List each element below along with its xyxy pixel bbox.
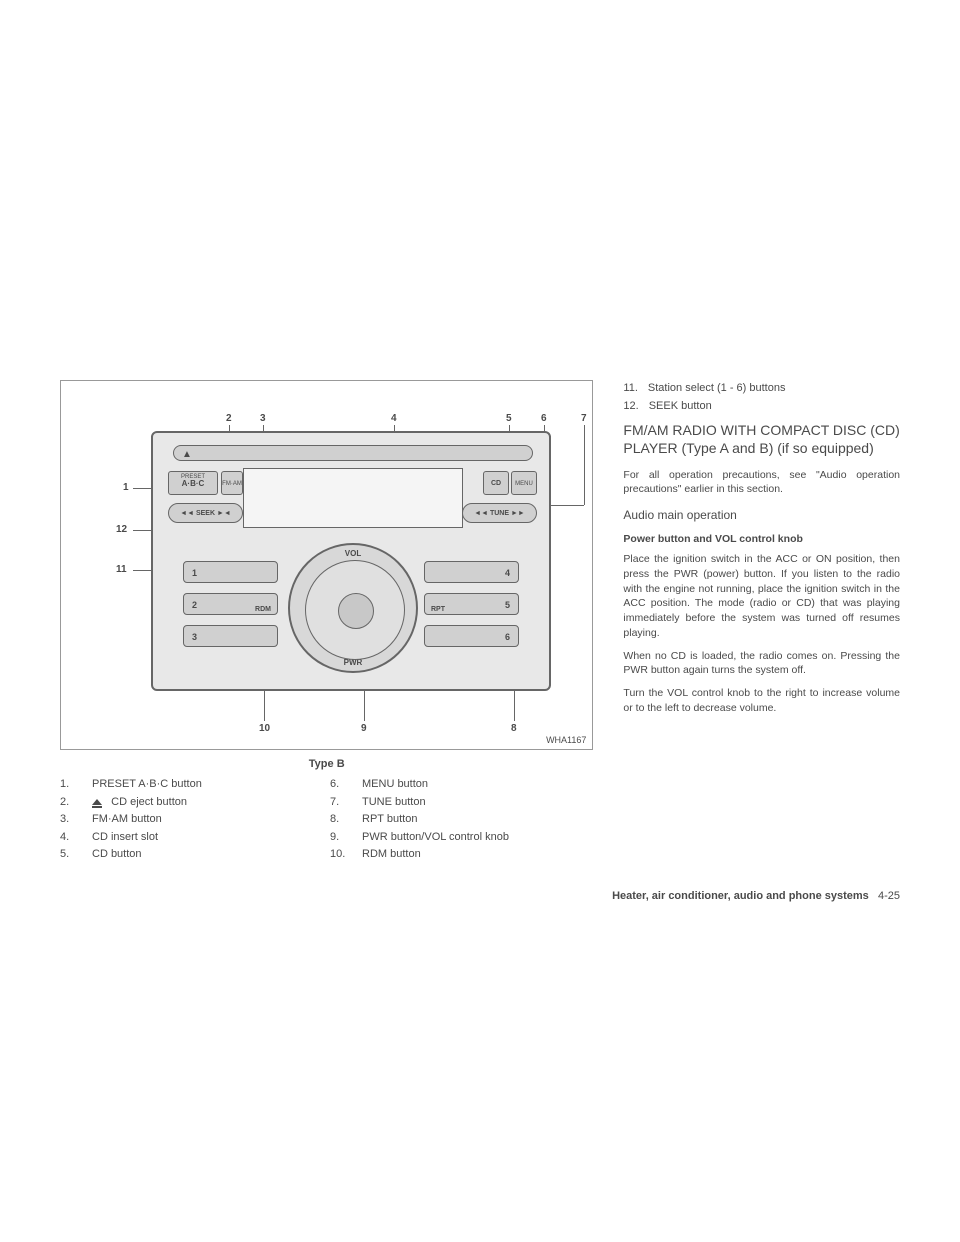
eject-icon: ▲: [182, 449, 192, 460]
preset-4: 4: [424, 561, 519, 583]
tune-button: ◄◄ TUNE ►►: [462, 503, 537, 523]
legend-item-11: 11.Station select (1 - 6) buttons: [623, 380, 900, 398]
eject-icon: [92, 799, 102, 805]
vol-knob: VOL PWR: [288, 543, 418, 673]
preset-5: RPT5: [424, 593, 519, 615]
display-area: [243, 468, 463, 528]
section-heading: FM/AM RADIO WITH COMPACT DISC (CD) PLAYE…: [623, 421, 900, 457]
legend-item-9: 9.PWR button/VOL control knob: [330, 829, 580, 847]
rpt-label: RPT: [431, 599, 445, 621]
callout-8: 8: [511, 723, 517, 734]
preset-abc-button: PRESET A·B·C: [168, 471, 218, 495]
radio-body: ▲ PRESET A·B·C FM·AM CD MENU ◄◄ SEEK ►◄ …: [151, 431, 551, 691]
legend-item-5: 5.CD button: [60, 846, 310, 864]
legend-item-2: 2. CD eject button: [60, 794, 310, 812]
callout-2: 2: [226, 413, 232, 424]
legend-item-10: 10.RDM button: [330, 846, 580, 864]
cd-button: CD: [483, 471, 509, 495]
cd-slot-bar: ▲: [173, 445, 533, 461]
legend-item-8: 8.RPT button: [330, 811, 580, 829]
legend-item-7: 7.TUNE button: [330, 794, 580, 812]
legend-item-12: 12.SEEK button: [623, 398, 900, 416]
page-content: 2 3 4 5 6 7 1 12 11 10 9 8: [0, 0, 960, 924]
callout-4: 4: [391, 413, 397, 424]
callout-10: 10: [259, 723, 270, 734]
footer-section: Heater, air conditioner, audio and phone…: [612, 890, 869, 902]
seek-button: ◄◄ SEEK ►◄: [168, 503, 243, 523]
callout-11: 11: [116, 564, 127, 575]
legend-col-1: 1.PRESET A·B·C button 2. CD eject button…: [60, 776, 310, 864]
knob-mid: [305, 560, 405, 660]
body-para-2: Place the ignition switch in the ACC or …: [623, 552, 900, 640]
bold-label: Power button and VOL control knob: [623, 532, 900, 547]
rdm-label: RDM: [255, 599, 271, 621]
body-para-1: For all operation precautions, see "Audi…: [623, 468, 900, 497]
leader: [584, 425, 585, 505]
preset-3: 3: [183, 625, 278, 647]
callout-3: 3: [260, 413, 266, 424]
figure-code: WHA1167: [546, 735, 586, 745]
callout-6: 6: [541, 413, 547, 424]
body-para-3: When no CD is loaded, the radio comes on…: [623, 649, 900, 678]
left-column: 2 3 4 5 6 7 1 12 11 10 9 8: [60, 380, 593, 864]
legend-item-3: 3.FM·AM button: [60, 811, 310, 829]
legend-item-1: 1.PRESET A·B·C button: [60, 776, 310, 794]
fmam-button: FM·AM: [221, 471, 243, 495]
footer-page: 4-25: [878, 890, 900, 902]
callout-5: 5: [506, 413, 512, 424]
legend-item-6: 6.MENU button: [330, 776, 580, 794]
radio-diagram: 2 3 4 5 6 7 1 12 11 10 9 8: [60, 380, 593, 750]
knob-inner: [338, 593, 374, 629]
callout-7: 7: [581, 413, 587, 424]
menu-button: MENU: [511, 471, 537, 495]
vol-label: VOL: [290, 549, 416, 558]
page-footer: Heater, air conditioner, audio and phone…: [612, 890, 900, 902]
type-label: Type B: [60, 758, 593, 770]
right-column: 11.Station select (1 - 6) buttons 12.SEE…: [623, 380, 900, 864]
preset-6: 6: [424, 625, 519, 647]
diagram-inner: 2 3 4 5 6 7 1 12 11 10 9 8: [61, 381, 592, 749]
callout-1: 1: [123, 482, 129, 493]
callout-9: 9: [361, 723, 367, 734]
callout-12: 12: [116, 524, 127, 535]
subheading: Audio main operation: [623, 507, 900, 524]
preset-bottom: A·B·C: [169, 480, 217, 488]
legend-item-4: 4.CD insert slot: [60, 829, 310, 847]
preset-1: 1: [183, 561, 278, 583]
preset-2: 2 RDM: [183, 593, 278, 615]
body-para-4: Turn the VOL control knob to the right t…: [623, 686, 900, 715]
legend-col-2: 6.MENU button 7.TUNE button 8.RPT button…: [330, 776, 580, 864]
legend: 1.PRESET A·B·C button 2. CD eject button…: [60, 776, 593, 864]
